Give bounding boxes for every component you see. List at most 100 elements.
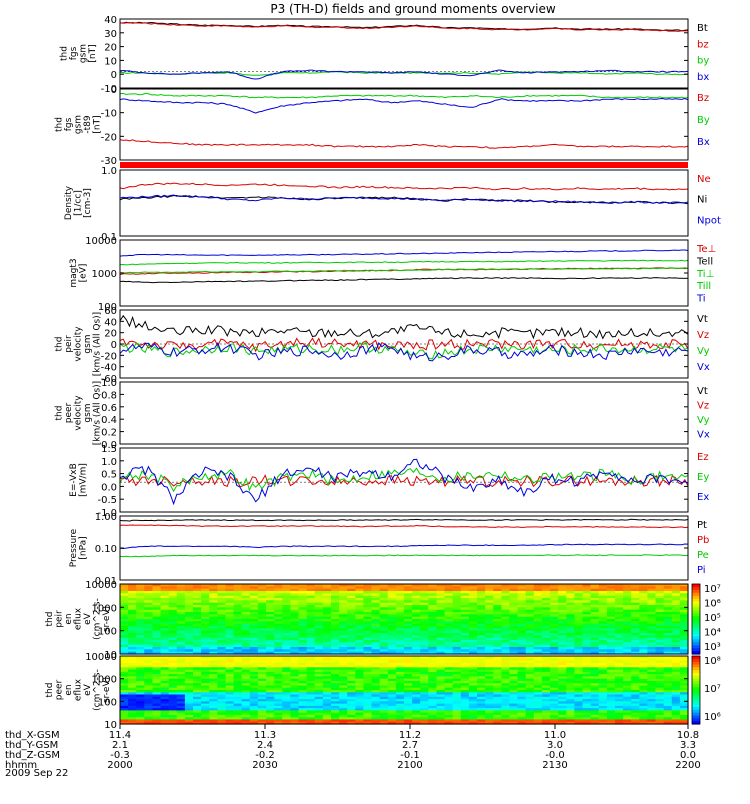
svg-text:(cm^2-s-: (cm^2-s-	[93, 669, 103, 711]
y-tick-label: 20	[104, 43, 117, 54]
chart-title: P3 (TH-D) fields and ground moments over…	[270, 2, 555, 16]
svg-text:[1/cc]: [1/cc]	[74, 190, 84, 216]
x-tick-label: 11.0	[544, 730, 566, 741]
y-tick-label: 0.4	[101, 415, 117, 426]
svg-text:gsm: gsm	[74, 115, 84, 134]
legend-entry: Ez	[697, 452, 709, 463]
y-tick-label: 1.00	[95, 512, 117, 523]
y-tick-label: 10	[104, 56, 117, 67]
legend-entry: Ti	[696, 294, 706, 305]
y-axis-label-p10: thd peer en eflux eV (cm^2-s-sr-eV)	[45, 669, 112, 711]
x-row-label: thd_Z-GSM	[5, 750, 60, 761]
legend-entry: Pe	[697, 550, 709, 561]
y-axis-label-p6: thd peer velocity gsm [km/s (All Qs)]	[55, 381, 103, 445]
y-tick-label: 1.0	[101, 166, 117, 177]
y-tick-label: 1000	[92, 269, 117, 280]
legend-p7: Ez Ey Ex	[697, 452, 709, 503]
spectrogram-p9	[120, 584, 689, 655]
svg-text:thd: thd	[45, 612, 55, 627]
x-row-label: thd_Y-GSM	[5, 740, 58, 751]
x-tick-label: -0.1	[400, 750, 420, 761]
series-Ne-line	[119, 182, 689, 191]
svg-text:thd: thd	[59, 46, 69, 61]
legend-entry: Vt	[697, 386, 708, 397]
y-tick-label: -60	[101, 374, 117, 385]
y-tick-label: -1.0	[97, 508, 117, 519]
svg-text:Density: Density	[64, 185, 74, 220]
y-axis-label-p5: thd peir velocity gsm [km/s (All Qs)]	[55, 312, 103, 376]
y-axis-label-p9: thd peir en eflux eV (cm^2-s-sr-eV)	[45, 598, 112, 640]
x-tick-label: 2.1	[112, 740, 128, 751]
legend-entry: bz	[697, 39, 709, 50]
red-separator	[120, 162, 688, 168]
legend-entry: Till	[696, 281, 711, 292]
series-Bz-line	[119, 139, 689, 149]
svg-text:thd: thd	[55, 406, 65, 421]
series-Pt-line	[119, 518, 689, 522]
legend-entry: Pi	[697, 565, 706, 576]
y-tick-label: 40	[104, 15, 117, 26]
x-tick-label: -0.0	[545, 750, 565, 761]
svg-text:peir: peir	[64, 335, 74, 353]
y-tick-label: 30	[104, 29, 117, 40]
y-axis-label-p4: magt3 [eV]	[69, 258, 89, 287]
x-tick-label: 2000	[107, 760, 132, 771]
legend-entry: Vy	[697, 415, 710, 426]
y-tick-label: -10	[101, 84, 117, 95]
x-tick-label: 3.3	[680, 740, 696, 751]
series-Ti-line	[119, 249, 689, 257]
legend-entry: bx	[697, 72, 709, 83]
series-Npot-line	[119, 194, 689, 204]
series-bz-line	[119, 22, 689, 32]
svg-text:peer: peer	[64, 402, 74, 423]
x-row-label: thd_X-GSM	[5, 730, 60, 741]
legend-entry: Vy	[697, 346, 710, 357]
svg-text:[nPa]: [nPa]	[78, 536, 88, 559]
y-tick-label: 10	[104, 720, 117, 731]
svg-text:peer: peer	[55, 679, 65, 700]
x-tick-label: 3.0	[547, 740, 563, 751]
svg-text:thd: thd	[45, 683, 55, 698]
date-label: 2009 Sep 22	[5, 768, 68, 779]
legend-entry: Bt	[697, 23, 708, 34]
y-tick-label: 1000	[92, 675, 117, 686]
spectrogram-p10	[120, 656, 689, 725]
legend-entry: Ex	[697, 492, 709, 503]
y-tick-label: 0	[111, 70, 117, 81]
legend-entry: By	[697, 115, 710, 126]
series-bx-line	[119, 69, 689, 80]
svg-text:[eV]: [eV]	[78, 264, 88, 283]
y-tick-label: 1000	[92, 603, 117, 614]
y-tick-label: 0.01	[95, 576, 117, 587]
y-tick-label: 10000	[85, 236, 117, 247]
svg-text:peir: peir	[55, 610, 65, 628]
y-tick-label: -0.5	[97, 495, 117, 506]
svg-text:eflux: eflux	[74, 607, 84, 630]
panel-p8: Pt Pb Pe Pi 1.00 0.10 0.01 Pressure [nPa]	[69, 512, 710, 587]
svg-text:velocity: velocity	[74, 326, 84, 362]
colorbar-tick: 10⁷	[704, 684, 721, 695]
series-Pi-line	[119, 543, 689, 550]
y-tick-label: 10000	[85, 652, 117, 663]
svg-text:fgs: fgs	[64, 117, 74, 131]
legend-entry: by	[697, 56, 709, 67]
panel-frame	[119, 88, 689, 161]
colorbar-p9: 10⁷ 10⁶ 10⁵ 10⁴ 10³	[691, 583, 721, 655]
y-tick-label: -10	[101, 109, 117, 120]
y-tick-label: 60	[104, 306, 117, 317]
svg-text:sr-eV): sr-eV)	[102, 677, 112, 703]
y-tick-label: 0.2	[101, 428, 117, 439]
svg-text:en: en	[64, 684, 74, 695]
x-tick-label: 11.4	[109, 730, 131, 741]
series-Vt-line	[119, 314, 689, 340]
svg-text:en: en	[64, 613, 74, 624]
series-Vz-line	[119, 337, 689, 353]
y-axis-label-p8: Pressure [nPa]	[69, 528, 89, 567]
legend-entry: Npot	[697, 215, 721, 226]
svg-text:thd: thd	[55, 337, 65, 352]
svg-text:[km/s (All Qs)]: [km/s (All Qs)]	[93, 381, 103, 445]
colorbar-tick: 10⁸	[704, 656, 721, 667]
svg-text:[km/s (All Qs)]: [km/s (All Qs)]	[93, 312, 103, 376]
colorbar-tick: 10⁶	[704, 712, 721, 723]
